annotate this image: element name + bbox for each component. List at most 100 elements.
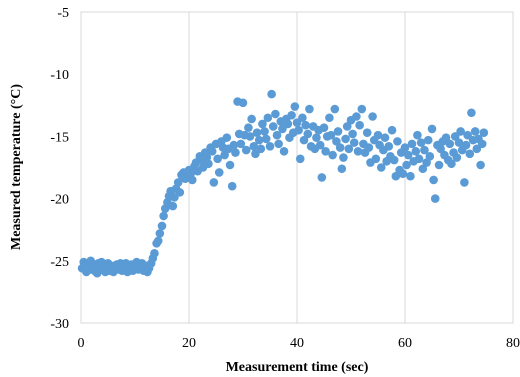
data-point (387, 125, 397, 135)
data-point (362, 128, 372, 137)
data-point (348, 129, 357, 139)
data-point (344, 144, 354, 154)
data-point (436, 144, 445, 154)
data-point (398, 169, 408, 179)
data-point (406, 171, 415, 181)
data-point (467, 108, 476, 118)
data-point (244, 123, 253, 132)
data-point (477, 139, 487, 149)
data-point (321, 147, 330, 156)
data-point (207, 147, 217, 156)
data-point (368, 112, 377, 121)
data-point (305, 104, 314, 114)
data-point (425, 152, 435, 161)
data-point (456, 127, 465, 136)
data-point (353, 147, 363, 156)
data-point (332, 137, 341, 146)
data-point (355, 120, 364, 130)
data-point (272, 130, 282, 140)
data-point (260, 127, 269, 136)
data-point (335, 143, 345, 152)
data-point (173, 178, 183, 187)
data-point (465, 149, 475, 159)
data-point (225, 160, 235, 170)
data-point (357, 104, 367, 114)
data-point (461, 140, 471, 150)
data-point (261, 134, 271, 144)
data-point (168, 201, 178, 211)
data-points (77, 89, 489, 278)
data-point (389, 155, 399, 165)
data-point (472, 144, 482, 154)
y-tick-label: -5 (57, 6, 69, 21)
data-point (155, 229, 165, 238)
x-tick-labels: 0 20 40 60 80 (78, 336, 520, 351)
data-point (349, 138, 359, 147)
data-point (263, 113, 273, 123)
data-point (265, 142, 275, 151)
data-point (268, 122, 278, 131)
data-point (303, 129, 313, 139)
x-axis-title: Measurement time (sec) (226, 360, 369, 375)
data-point (479, 128, 489, 137)
data-point (271, 109, 280, 119)
data-point (175, 188, 185, 197)
data-point (339, 153, 348, 162)
data-point (301, 120, 310, 130)
data-point (342, 122, 352, 131)
data-point (294, 125, 303, 135)
data-point (400, 143, 410, 152)
data-point (295, 154, 305, 164)
data-point (220, 150, 229, 160)
data-point (251, 149, 260, 159)
data-point (450, 132, 460, 141)
data-point (214, 168, 224, 177)
x-tick-label: 80 (506, 336, 520, 351)
data-point (470, 127, 480, 136)
data-point (287, 110, 296, 120)
data-point (229, 140, 239, 150)
data-point (290, 102, 300, 111)
data-point (371, 154, 381, 164)
data-point (222, 133, 232, 142)
data-point (150, 249, 159, 258)
data-point (445, 139, 455, 149)
data-point (312, 133, 321, 142)
y-tick-labels: -5 -10 -15 -20 -25 -30 (50, 6, 69, 332)
data-point (407, 139, 417, 149)
y-tick-label: -20 (50, 193, 69, 208)
data-point (414, 154, 424, 164)
data-point (418, 164, 428, 174)
data-point (325, 113, 334, 123)
data-point (434, 160, 444, 170)
data-point (364, 143, 374, 152)
data-point (247, 114, 256, 124)
data-point (256, 144, 266, 154)
data-point (337, 164, 347, 174)
data-point (452, 153, 462, 162)
data-point (376, 163, 386, 172)
data-point (315, 140, 325, 150)
data-point (330, 104, 340, 114)
data-point (463, 130, 472, 140)
x-tick-label: 20 (182, 336, 196, 351)
data-point (267, 89, 276, 99)
data-point (380, 133, 390, 142)
data-point (278, 124, 287, 134)
data-point (416, 138, 426, 147)
y-tick-label: -30 (50, 317, 69, 332)
data-point (326, 130, 336, 140)
data-point (299, 135, 309, 145)
data-point (328, 150, 337, 160)
data-point (238, 98, 248, 108)
gridlines (188, 12, 406, 323)
x-tick-label: 60 (398, 336, 412, 351)
data-point (447, 159, 456, 169)
data-point (476, 160, 485, 170)
data-point (254, 135, 264, 145)
data-point (258, 119, 267, 129)
y-tick-label: -10 (50, 68, 69, 83)
data-point (384, 142, 394, 151)
data-point (245, 132, 255, 141)
